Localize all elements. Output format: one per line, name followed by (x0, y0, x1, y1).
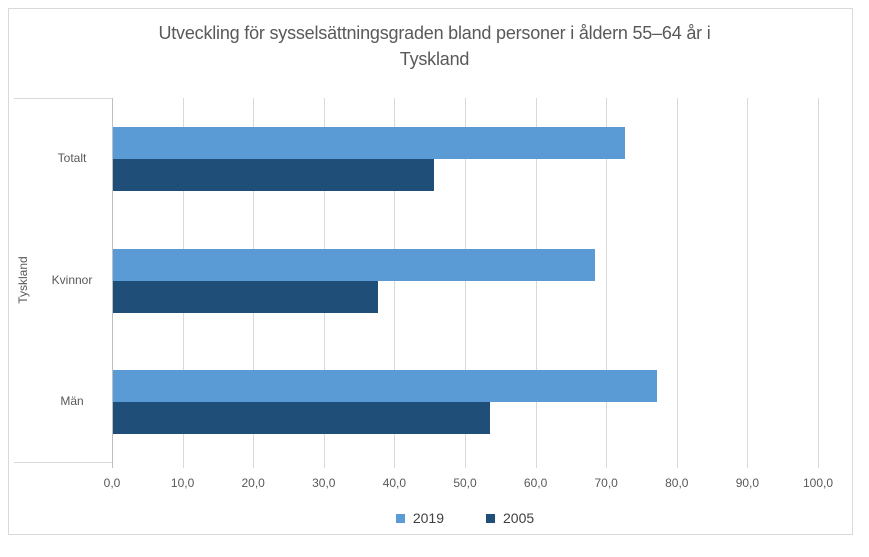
value-axis-line (112, 98, 113, 468)
legend-item-2005: 2005 (486, 510, 534, 526)
y-axis-group-label: Tyskland (16, 256, 30, 304)
bar-totalt-2019 (113, 126, 625, 159)
legend-label-2005: 2005 (503, 510, 535, 526)
legend-label-2019: 2019 (412, 510, 444, 526)
x-tick-label-400: 40,0 (382, 476, 407, 490)
legend-swatch-2019 (395, 513, 405, 523)
category-axis-top-line (14, 98, 112, 99)
bar-man-2019 (113, 370, 658, 403)
gridline (465, 98, 466, 468)
x-tick-label-600: 60,0 (523, 476, 548, 490)
x-tick-label-1000: 100,0 (802, 476, 834, 490)
x-tick-label-800: 80,0 (665, 476, 689, 490)
category-label-kvinnor: Kvinnor (51, 272, 93, 287)
gridline (394, 98, 396, 468)
category-label-totalt: Totalt (57, 150, 87, 165)
legend-item-2019: 2019 (395, 510, 444, 526)
category-label-man: Män (60, 394, 84, 409)
legend: 2019 2005 (112, 505, 818, 531)
gridline (747, 98, 749, 468)
x-tick-label-00: 0,0 (103, 476, 121, 490)
x-tick-label-300: 30,0 (312, 476, 336, 490)
legend-swatch-2005 (486, 513, 495, 523)
bar-kvinnor-2019 (113, 248, 596, 281)
x-tick-label-500: 50,0 (453, 476, 477, 490)
x-tick-label-200: 20,0 (241, 476, 265, 490)
gridline (535, 98, 537, 468)
gridline (818, 98, 819, 468)
x-tick-label-700: 70,0 (594, 476, 618, 490)
category-axis-bottom-line (14, 462, 112, 463)
x-tick-label-100: 10,0 (170, 476, 195, 490)
gridline (606, 98, 608, 468)
gridline (676, 98, 678, 468)
bar-man-2005 (113, 402, 490, 435)
x-tick-label-900: 90,0 (735, 476, 760, 490)
bar-kvinnor-2005 (113, 280, 378, 313)
chart-title-line-2: Tyskland (399, 49, 470, 70)
chart-title: Utveckling för sysselsättningsgraden bla… (60, 20, 809, 72)
bar-totalt-2005 (113, 158, 435, 191)
chart-title-line-1: Utveckling för sysselsättningsgraden bla… (158, 23, 711, 43)
